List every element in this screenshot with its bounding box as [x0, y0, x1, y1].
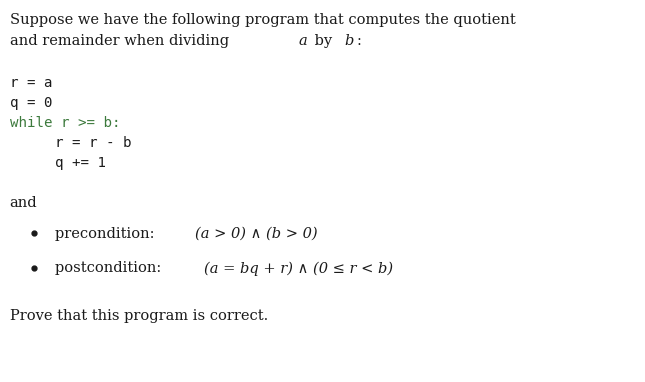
- Text: q += 1: q += 1: [55, 156, 106, 170]
- Text: Suppose we have the following program that computes the quotient: Suppose we have the following program th…: [10, 13, 515, 28]
- Text: :: :: [356, 34, 361, 48]
- Text: a: a: [299, 34, 307, 48]
- Text: while r >= b:: while r >= b:: [10, 116, 120, 130]
- Text: (a = bq + r) ∧ (0 ≤ r < b): (a = bq + r) ∧ (0 ≤ r < b): [204, 261, 393, 276]
- Text: r = a: r = a: [10, 76, 52, 91]
- Text: b: b: [344, 34, 353, 48]
- Text: (a > 0) ∧ (b > 0): (a > 0) ∧ (b > 0): [195, 227, 318, 241]
- Text: by: by: [310, 34, 337, 48]
- Text: precondition:: precondition:: [55, 227, 164, 241]
- Text: Prove that this program is correct.: Prove that this program is correct.: [10, 309, 268, 324]
- Text: q = 0: q = 0: [10, 96, 52, 110]
- Text: postcondition:: postcondition:: [55, 261, 170, 275]
- Text: r = r - b: r = r - b: [55, 136, 132, 150]
- Text: and remainder when dividing: and remainder when dividing: [10, 34, 233, 48]
- Text: and: and: [10, 196, 37, 210]
